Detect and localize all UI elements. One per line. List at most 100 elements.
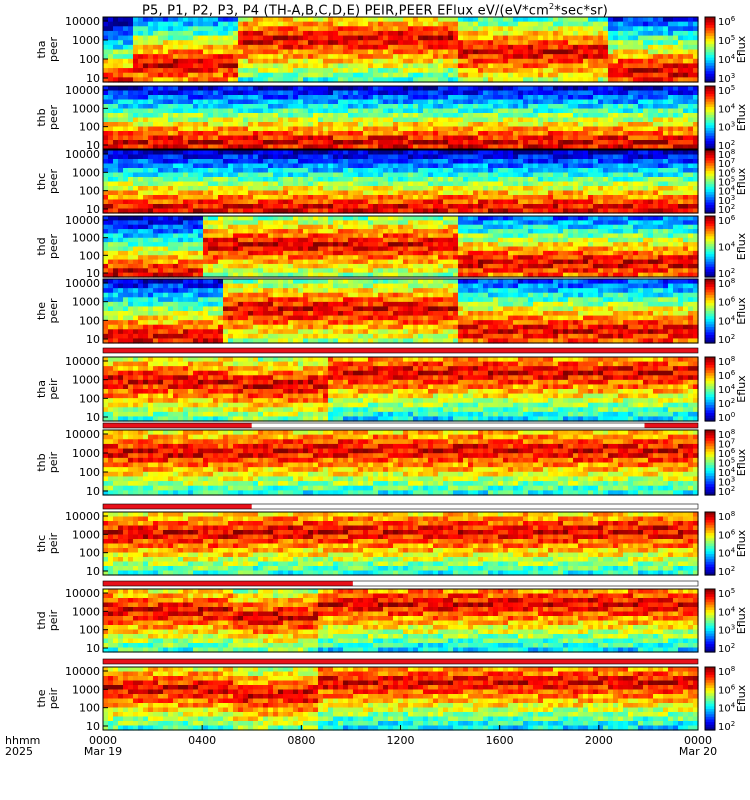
heatmap-cell bbox=[618, 195, 624, 201]
heatmap-cell bbox=[623, 154, 629, 160]
heatmap-cell bbox=[198, 90, 204, 96]
heatmap-cell bbox=[213, 150, 219, 156]
heatmap-cell bbox=[338, 150, 344, 156]
heatmap-cell bbox=[513, 30, 519, 37]
heatmap-cell bbox=[213, 199, 219, 205]
heatmap-cell bbox=[168, 104, 174, 110]
heatmap-cell bbox=[133, 26, 139, 32]
heatmap-cell bbox=[648, 204, 654, 210]
heatmap-cell bbox=[473, 163, 479, 169]
heatmap-cell bbox=[608, 186, 614, 192]
heatmap-cell bbox=[533, 208, 539, 214]
heatmap-cell bbox=[138, 199, 144, 205]
heatmap-cell bbox=[438, 99, 444, 105]
heatmap-cell bbox=[508, 95, 514, 101]
heatmap-cell bbox=[263, 44, 269, 51]
heatmap-cell bbox=[553, 26, 559, 32]
heatmap-cell bbox=[583, 77, 589, 83]
heatmap-cell bbox=[143, 113, 149, 119]
heatmap-cell bbox=[298, 86, 304, 92]
heatmap-cell bbox=[408, 40, 414, 46]
heatmap-cell bbox=[473, 113, 479, 119]
heatmap-cell bbox=[498, 190, 504, 196]
heatmap-cell bbox=[238, 140, 244, 146]
heatmap-cell bbox=[553, 99, 559, 105]
heatmap-cell bbox=[608, 208, 614, 214]
heatmap-cell bbox=[653, 77, 659, 83]
heatmap-cell bbox=[448, 204, 454, 210]
heatmap-cell bbox=[398, 154, 404, 160]
heatmap-cell bbox=[463, 144, 469, 150]
heatmap-cell bbox=[688, 63, 694, 69]
heatmap-cell bbox=[363, 44, 369, 51]
heatmap-cell bbox=[188, 68, 194, 74]
heatmap-cell bbox=[348, 190, 354, 196]
heatmap-cell bbox=[148, 68, 154, 74]
heatmap-cell bbox=[348, 86, 354, 92]
heatmap-cell bbox=[158, 72, 164, 78]
heatmap-cell bbox=[218, 163, 224, 169]
heatmap-cell bbox=[618, 40, 624, 46]
heatmap-cell bbox=[643, 204, 649, 210]
heatmap-cell bbox=[248, 117, 254, 123]
heatmap-cell bbox=[523, 135, 529, 141]
heatmap-cell bbox=[468, 190, 474, 196]
heatmap-cell bbox=[513, 44, 519, 51]
heatmap-cell bbox=[338, 172, 344, 178]
heatmap-cell bbox=[503, 44, 509, 51]
heatmap-cell bbox=[148, 108, 154, 114]
heatmap-cell bbox=[113, 99, 119, 105]
heatmap-cell bbox=[408, 17, 414, 23]
heatmap-cell bbox=[273, 104, 279, 110]
heatmap-cell bbox=[158, 126, 164, 132]
heatmap-cell bbox=[188, 190, 194, 196]
heatmap-cell bbox=[248, 190, 254, 196]
heatmap-cell bbox=[343, 186, 349, 192]
heatmap-cell bbox=[688, 95, 694, 101]
heatmap-cell bbox=[293, 150, 299, 156]
heatmap-cell bbox=[248, 163, 254, 169]
heatmap-cell bbox=[508, 195, 514, 201]
heatmap-cell bbox=[478, 90, 484, 96]
heatmap-cell bbox=[348, 159, 354, 165]
heatmap-cell bbox=[603, 150, 609, 156]
heatmap-cell bbox=[438, 86, 444, 92]
heatmap-cell bbox=[463, 86, 469, 92]
heatmap-cell bbox=[103, 168, 109, 174]
heatmap-cell bbox=[258, 68, 264, 74]
heatmap-cell bbox=[678, 49, 684, 55]
heatmap-cell bbox=[498, 135, 504, 141]
heatmap-cell bbox=[278, 21, 284, 27]
heatmap-cell bbox=[223, 113, 229, 119]
heatmap-cell bbox=[298, 159, 304, 165]
heatmap-cell bbox=[403, 72, 409, 78]
heatmap-cell bbox=[168, 86, 174, 92]
heatmap-cell bbox=[108, 108, 114, 114]
heatmap-cell bbox=[183, 17, 189, 23]
heatmap-cell bbox=[323, 117, 329, 123]
heatmap-cell bbox=[578, 95, 584, 101]
heatmap-cell bbox=[618, 86, 624, 92]
heatmap-cell bbox=[463, 35, 469, 41]
heatmap-cell bbox=[278, 99, 284, 105]
heatmap-cell bbox=[103, 159, 109, 165]
heatmap-cell bbox=[393, 181, 399, 187]
heatmap-cell bbox=[108, 26, 114, 32]
heatmap-cell bbox=[428, 49, 434, 55]
heatmap-cell bbox=[128, 86, 134, 92]
heatmap-cell bbox=[658, 135, 664, 141]
heatmap-cell bbox=[493, 44, 499, 51]
heatmap-cell bbox=[378, 140, 384, 146]
heatmap-cell bbox=[503, 122, 509, 128]
heatmap-cell bbox=[283, 163, 289, 169]
heatmap-cell bbox=[298, 135, 304, 141]
heatmap-cell bbox=[158, 90, 164, 96]
heatmap-cell bbox=[378, 54, 384, 60]
heatmap-cell bbox=[433, 181, 439, 187]
heatmap-cell bbox=[323, 135, 329, 141]
heatmap-cell bbox=[203, 21, 209, 27]
heatmap-cell bbox=[268, 35, 274, 41]
heatmap-cell bbox=[693, 144, 699, 150]
heatmap-cell bbox=[588, 68, 594, 74]
heatmap-cell bbox=[248, 172, 254, 178]
